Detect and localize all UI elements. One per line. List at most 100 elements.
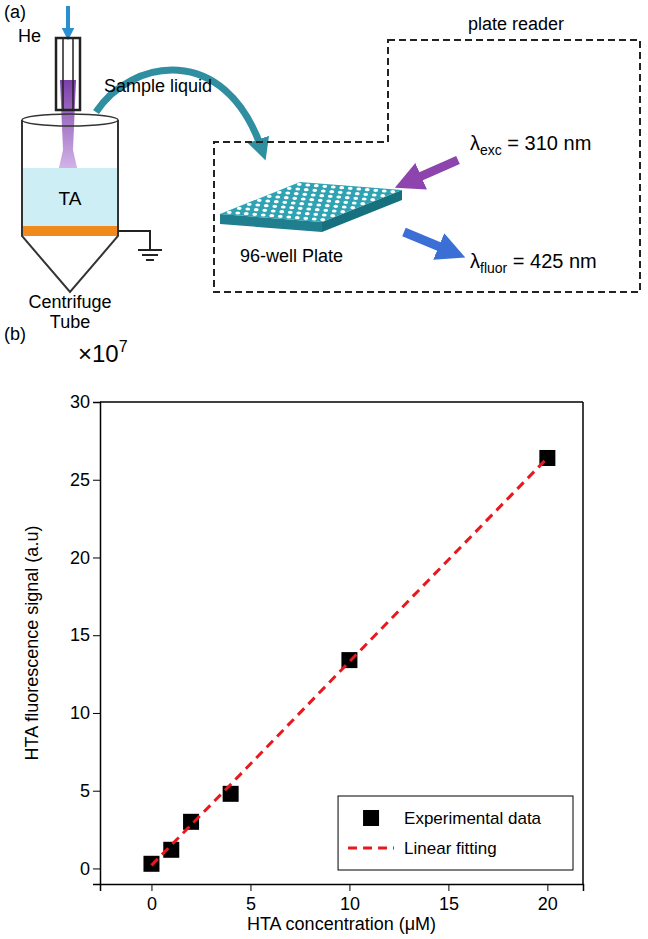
- well: [365, 188, 370, 191]
- centrifuge-tube: [22, 120, 118, 292]
- well: [304, 188, 309, 191]
- y-tick-label: 15: [70, 625, 90, 645]
- well: [271, 209, 276, 212]
- y-tick-mark: [93, 480, 100, 481]
- well: [380, 194, 385, 197]
- well: [343, 201, 348, 204]
- legend-swatch: [363, 810, 379, 826]
- well: [316, 203, 321, 206]
- well: [269, 214, 274, 217]
- x-axis: 05101520: [101, 884, 584, 914]
- well: [346, 191, 351, 194]
- well: [267, 195, 272, 198]
- well: [338, 191, 343, 194]
- plot-frame: [100, 401, 583, 403]
- y-tick-label: 0: [80, 859, 90, 879]
- sample-label: Sample liquid: [104, 76, 212, 96]
- well: [277, 191, 282, 194]
- y-tick: 15: [70, 625, 100, 645]
- y-tick: 0: [80, 859, 100, 879]
- well: [282, 201, 287, 204]
- well: [309, 198, 314, 201]
- x-tick-mark: [349, 884, 350, 891]
- well: [252, 213, 257, 216]
- y-tick-mark: [93, 402, 100, 403]
- x-tick-mark: [547, 884, 548, 891]
- well: [284, 196, 289, 199]
- well: [352, 201, 357, 204]
- x-tick-mark: [250, 884, 251, 891]
- well: [289, 206, 294, 209]
- well: [322, 185, 327, 188]
- well: [330, 214, 335, 217]
- well: [314, 184, 319, 187]
- well: [326, 199, 331, 202]
- well: [279, 210, 284, 213]
- well: [257, 199, 262, 202]
- well: [287, 187, 292, 190]
- well: [295, 216, 300, 219]
- y-tick: 10: [70, 703, 100, 723]
- gas-arrow: [66, 6, 70, 34]
- well: [301, 197, 306, 200]
- tube-label: Tube: [50, 312, 90, 332]
- well: [350, 206, 355, 209]
- reader-label: plate reader: [468, 14, 564, 34]
- well: [348, 187, 353, 190]
- liquid: [22, 168, 118, 228]
- well: [321, 189, 326, 192]
- well: [303, 217, 308, 220]
- well: [281, 205, 286, 208]
- excitation-label: λexc = 310 nm: [470, 132, 591, 158]
- subscript: fluor: [480, 260, 508, 276]
- well: [355, 192, 360, 195]
- electrode: [22, 226, 118, 236]
- well: [340, 210, 345, 213]
- well: [312, 189, 317, 192]
- well: [305, 212, 310, 215]
- well: [328, 195, 333, 198]
- well: [264, 204, 269, 207]
- well: [302, 193, 307, 196]
- well: [339, 186, 344, 189]
- excitation-arrow: [408, 160, 458, 182]
- well: [331, 185, 336, 188]
- reader-box: [214, 40, 640, 292]
- emission-label: λfluor = 425 nm: [470, 250, 597, 276]
- wells: [227, 183, 395, 222]
- ground: [118, 231, 162, 260]
- emission-arrow: [404, 232, 452, 252]
- y-tick-mark: [93, 557, 100, 558]
- well: [320, 218, 325, 221]
- well: [390, 190, 395, 193]
- well: [285, 191, 290, 194]
- x-tick: 5: [246, 884, 256, 914]
- y-axis-line: [93, 403, 101, 885]
- well: [323, 209, 328, 212]
- x-tick-label: 0: [147, 894, 157, 914]
- well: [319, 194, 324, 197]
- well: [342, 205, 347, 208]
- plate-top: [220, 182, 402, 222]
- jet-tube-inner: [72, 38, 74, 110]
- y-tick-mark: [93, 713, 100, 714]
- y-tick-mark: [93, 635, 100, 636]
- y-tick: 25: [70, 470, 100, 490]
- well: [306, 207, 311, 210]
- y-tick-label: 30: [70, 392, 90, 412]
- well: [274, 200, 279, 203]
- y-tick-mark: [93, 791, 100, 792]
- tube-rim: [22, 114, 118, 126]
- legend-box: [338, 796, 573, 870]
- well: [299, 202, 304, 205]
- well: [297, 183, 302, 186]
- well: [237, 207, 242, 210]
- symbol: λ: [470, 132, 480, 154]
- well: [333, 205, 338, 208]
- well: [312, 217, 317, 220]
- well: [336, 195, 341, 198]
- sample-arrow: [96, 70, 262, 150]
- panel-label: (a): [4, 2, 26, 22]
- x-tick-mark: [151, 884, 152, 891]
- legend-swatch: [348, 847, 394, 850]
